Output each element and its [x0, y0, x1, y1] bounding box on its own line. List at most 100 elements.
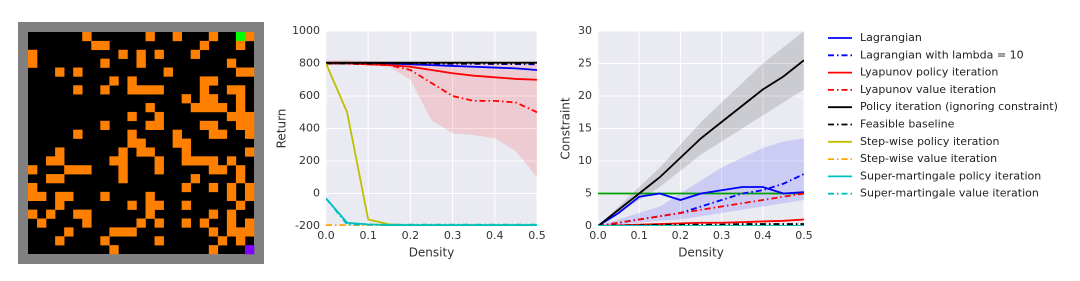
- map-cell: [190, 49, 201, 59]
- map-cell: [190, 103, 201, 113]
- line-series: [598, 173, 804, 226]
- map-cell: [145, 120, 155, 130]
- map-cell: [208, 182, 219, 193]
- map-cell: [181, 147, 192, 157]
- map-cell: [235, 165, 246, 175]
- map-cell: [82, 32, 92, 42]
- y-tick-label: 15: [578, 122, 592, 135]
- map-cell: [235, 67, 246, 77]
- map-cell: [217, 236, 228, 246]
- line-series: [598, 186, 804, 226]
- map-cell: [244, 120, 255, 130]
- map-cell: [208, 209, 219, 219]
- map-cell: [190, 156, 201, 166]
- legend-label: Feasible baseline: [860, 118, 955, 131]
- map-cell: [136, 138, 146, 148]
- y-axis-label: Constraint: [559, 97, 573, 160]
- map-cell: [154, 85, 164, 95]
- x-tick-label: 0.0: [317, 229, 335, 242]
- map-cell: [154, 49, 164, 59]
- map-cell: [127, 200, 137, 210]
- map-cell: [172, 32, 182, 42]
- legend-label: Step-wise value iteration: [860, 152, 997, 165]
- map-cell: [154, 200, 164, 210]
- map-cell: [235, 94, 246, 104]
- x-tick-label: 0.3: [444, 229, 462, 242]
- map-cell: [37, 191, 47, 202]
- map-cell: [199, 120, 210, 130]
- legend-label: Step-wise policy iteration: [860, 135, 999, 148]
- map-cell: [100, 120, 110, 130]
- y-tick-label: 25: [578, 57, 592, 70]
- map-cell: [154, 236, 164, 246]
- map-cell: [244, 67, 255, 77]
- map-cell: [28, 165, 38, 175]
- map-cell: [199, 85, 210, 95]
- y-tick-label: 5: [585, 187, 592, 200]
- map-cell: [109, 156, 119, 166]
- y-tick-label: -200: [295, 219, 320, 232]
- plot-area: [326, 60, 537, 226]
- map-cell: [109, 245, 119, 255]
- map-cell: [154, 218, 164, 228]
- map-cell: [100, 191, 110, 202]
- map-cell: [208, 120, 219, 130]
- map-cell: [244, 218, 255, 228]
- legend-label: Super-martingale policy iteration: [860, 169, 1041, 182]
- map-cell: [136, 218, 146, 228]
- map-cell: [208, 156, 219, 166]
- map-cell: [46, 174, 56, 184]
- y-axis-label: Return: [275, 109, 289, 149]
- map-cell: [208, 94, 219, 104]
- map-cell: [73, 85, 83, 95]
- map-cell: [235, 227, 246, 237]
- map-cell: [235, 174, 246, 184]
- map-cell: [82, 209, 92, 219]
- map-cell: [100, 58, 110, 68]
- map-cell: [118, 165, 128, 175]
- y-tick-label: 1000: [292, 24, 320, 37]
- map-cell: [73, 165, 83, 175]
- map-cell: [244, 182, 255, 193]
- map-cell: [127, 76, 137, 86]
- line-series: [326, 197, 537, 226]
- map-cell: [100, 40, 110, 51]
- map-cell: [55, 191, 65, 202]
- map-cell: [181, 94, 192, 104]
- map-cell: [145, 200, 155, 210]
- map-cell: [190, 174, 201, 184]
- y-tick-label: 30: [578, 24, 592, 37]
- map-cell: [181, 218, 192, 228]
- map-cell: [154, 156, 164, 166]
- map-cell: [199, 40, 210, 51]
- y-tick-label: 20: [578, 89, 592, 102]
- map-cell: [208, 165, 219, 175]
- map-cell: [28, 182, 38, 193]
- y-tick-label: 0: [313, 187, 320, 200]
- map-cell: [118, 49, 128, 59]
- map-cell: [145, 147, 155, 157]
- map-cell: [127, 129, 137, 139]
- line-series: [326, 62, 537, 81]
- map-cell: [100, 236, 110, 246]
- line-series: [598, 59, 804, 226]
- map-cell: [244, 32, 255, 42]
- map-cell: [136, 49, 146, 59]
- map-cell: [217, 103, 228, 113]
- map-cell: [145, 85, 155, 95]
- x-tick-label: 0.0: [589, 229, 607, 242]
- map-cell: [64, 227, 74, 237]
- legend-label: Policy iteration (ignoring constraint): [860, 100, 1058, 113]
- map-cell: [127, 111, 137, 122]
- map-cell: [235, 120, 246, 130]
- map-cell: [154, 111, 164, 122]
- map-cell: [55, 174, 65, 184]
- map-cell: [235, 32, 246, 42]
- map-cell: [118, 227, 128, 237]
- map-cell: [172, 138, 182, 148]
- map-cell: [136, 147, 146, 157]
- legend-label: Lyapunov policy iteration: [860, 66, 998, 79]
- legend-label: Lagrangian with lambda = 10: [860, 48, 1024, 61]
- map-cell: [208, 103, 219, 113]
